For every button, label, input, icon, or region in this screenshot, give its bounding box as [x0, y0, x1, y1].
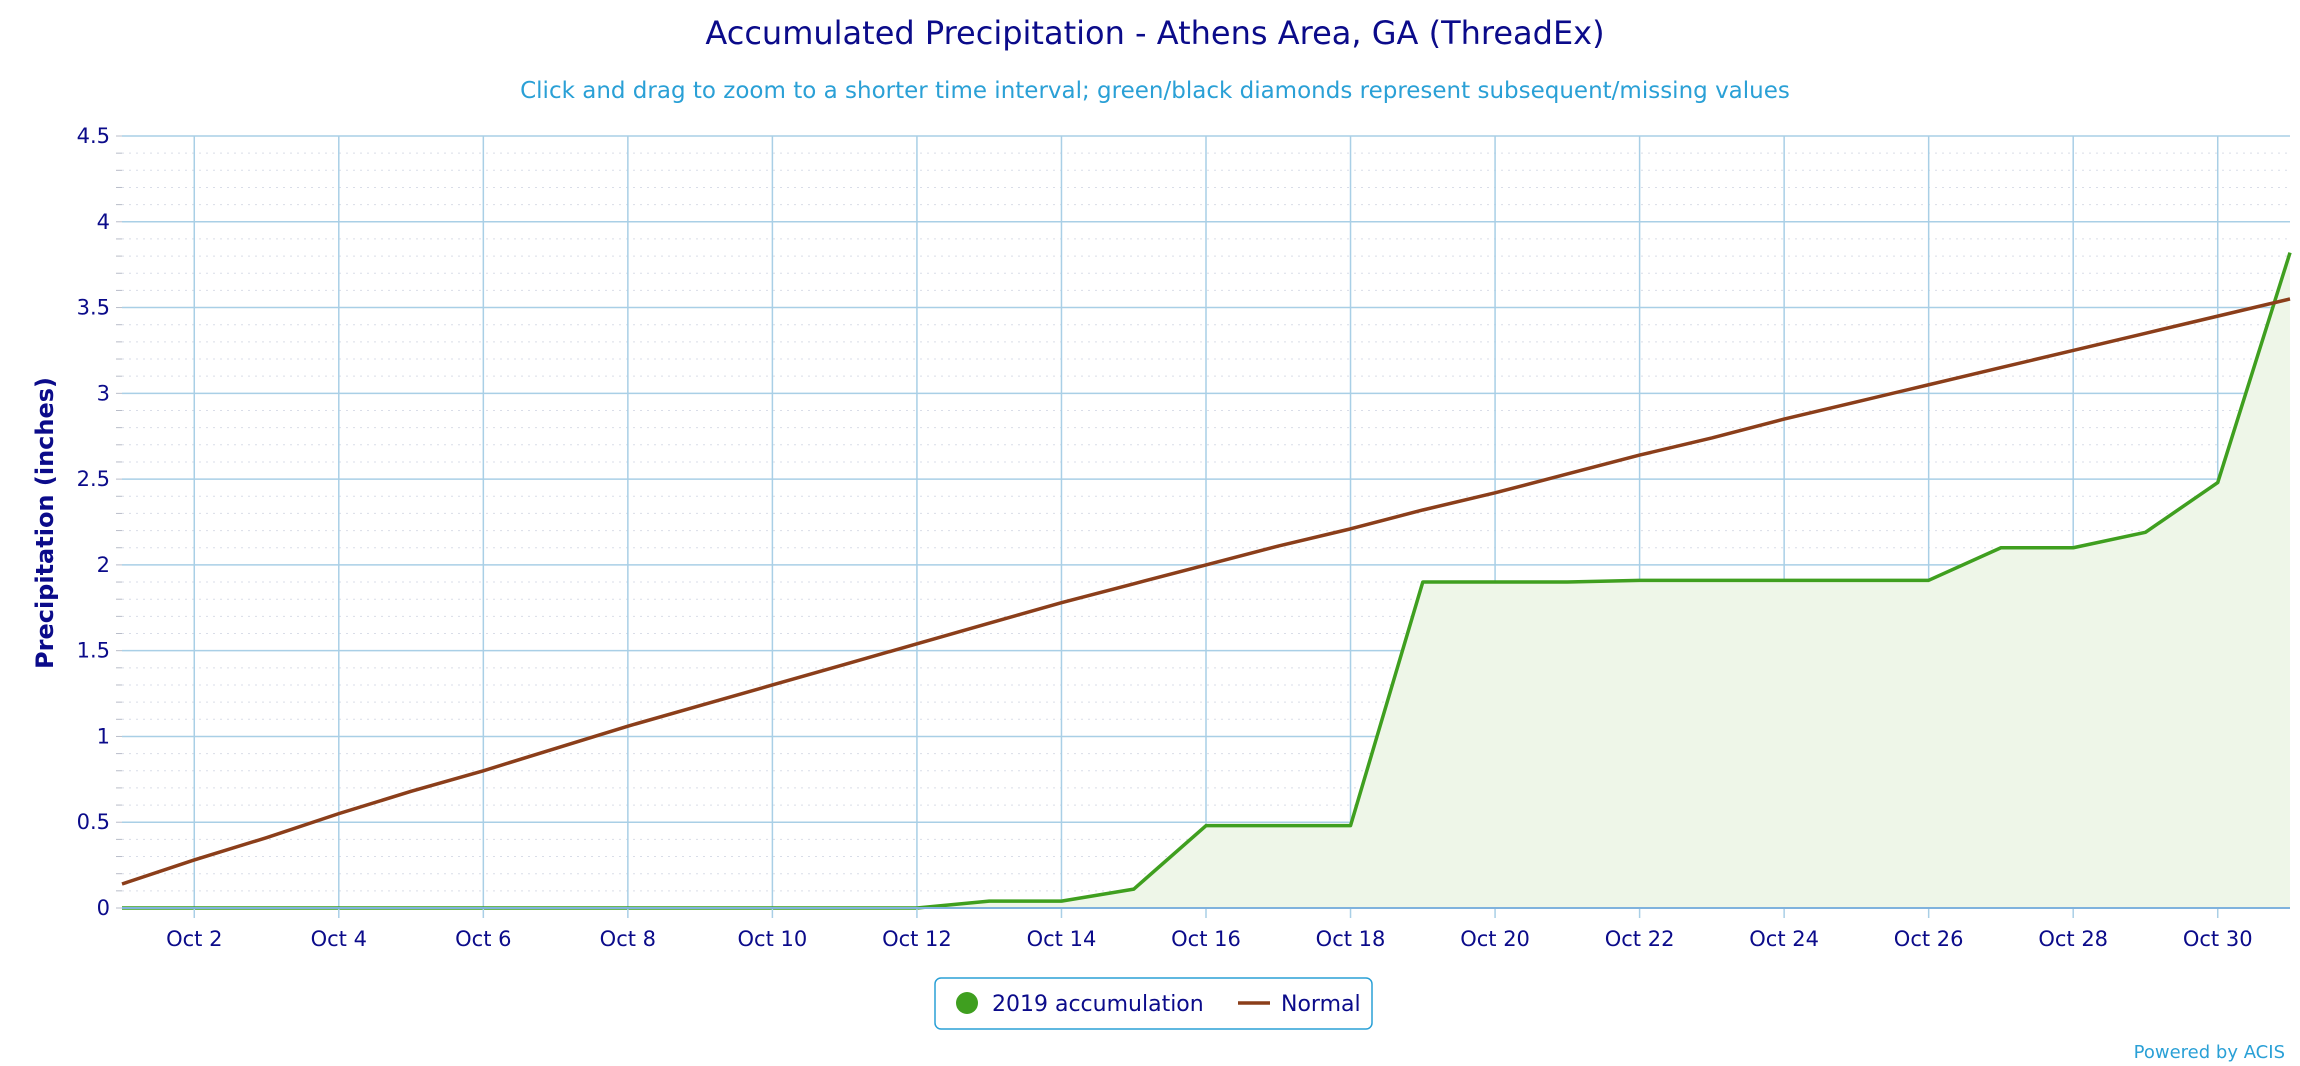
normal-point-4[interactable] [334, 809, 344, 819]
accumulation-point-14[interactable] [1056, 896, 1066, 906]
x-tick-label: Oct 10 [738, 927, 808, 951]
normal-point-10[interactable] [767, 680, 777, 690]
accumulation-point-23[interactable] [1707, 575, 1717, 585]
y-tick-label: 3 [97, 381, 110, 405]
normal-point-7[interactable] [551, 743, 561, 753]
y-tick-label: 2 [97, 553, 110, 577]
x-tick-label: Oct 18 [1316, 927, 1386, 951]
legend-accumulation-label: 2019 accumulation [992, 992, 1204, 1017]
accumulation-area [122, 252, 2290, 908]
normal-point-6[interactable] [478, 766, 488, 776]
normal-point-24[interactable] [1779, 414, 1789, 424]
accumulation-point-13[interactable] [984, 896, 994, 906]
legend-normal-label: Normal [1281, 992, 1361, 1017]
chart-subtitle: Click and drag to zoom to a shorter time… [520, 78, 1790, 104]
x-tick-label: Oct 16 [1171, 927, 1241, 951]
accumulation-point-19[interactable] [1418, 577, 1428, 587]
legend-accumulation-marker [956, 992, 978, 1014]
y-tick-label: 0.5 [77, 810, 110, 834]
accumulation-point-26[interactable] [1924, 575, 1934, 585]
x-tick-label: Oct 12 [882, 927, 952, 951]
normal-point-14[interactable] [1056, 598, 1066, 608]
normal-point-23[interactable] [1707, 433, 1717, 443]
accumulation-point-17[interactable] [1273, 821, 1283, 831]
chart-title: Accumulated Precipitation - Athens Area,… [705, 14, 1604, 52]
legend-box [934, 977, 1373, 1030]
normal-point-26[interactable] [1924, 380, 1934, 390]
x-tick-label: Oct 4 [311, 927, 367, 951]
x-tick-label: Oct 2 [166, 927, 222, 951]
normal-point-15[interactable] [1129, 579, 1139, 589]
normal-point-3[interactable] [262, 833, 272, 843]
normal-point-29[interactable] [2140, 328, 2150, 338]
y-tick-label: 2.5 [77, 467, 110, 491]
normal-point-9[interactable] [695, 701, 705, 711]
accumulation-point-29[interactable] [2140, 527, 2150, 537]
normal-point-30[interactable] [2213, 311, 2223, 321]
normal-point-27[interactable] [1996, 363, 2006, 373]
accumulation-point-22[interactable] [1635, 575, 1645, 585]
normal-point-28[interactable] [2068, 345, 2078, 355]
accumulation-point-16[interactable] [1201, 821, 1211, 831]
x-tick-label: Oct 24 [1749, 927, 1819, 951]
normal-line[interactable] [121, 297, 2291, 886]
normal-point-13[interactable] [984, 618, 994, 628]
axes: 0 0.5 1 1.5 2 2.5 3 3.5 4 4.5 Oct 2 Oct 4 Oct 6 Oct 8… [77, 124, 2290, 951]
x-tick-label: Oct 26 [1894, 927, 1964, 951]
accumulation-point-25[interactable] [1851, 575, 1861, 585]
accumulation-point-31[interactable] [2285, 248, 2295, 258]
x-tick-label: Oct 8 [600, 927, 656, 951]
y-axis-title: Precipitation (inches) [31, 377, 59, 669]
normal-point-25[interactable] [1851, 397, 1861, 407]
y-tick-label: 0 [97, 896, 110, 920]
accumulation-point-15[interactable] [1129, 884, 1139, 894]
y-tick-label: 4 [97, 210, 110, 234]
normal-point-2[interactable] [189, 855, 199, 865]
legend-item-normal[interactable]: Normal [1238, 992, 1361, 1017]
normal-point-22[interactable] [1635, 450, 1645, 460]
normal-point-1[interactable] [117, 879, 127, 889]
normal-point-16[interactable] [1201, 560, 1211, 570]
y-tick-label: 1 [97, 724, 110, 748]
normal-point-11[interactable] [840, 659, 850, 669]
x-tick-label: Oct 6 [455, 927, 511, 951]
normal-point-18[interactable] [1346, 524, 1356, 534]
x-tick-label: Oct 14 [1027, 927, 1097, 951]
credits[interactable]: Powered by ACIS [2134, 1042, 2285, 1063]
x-tick-label: Oct 22 [1605, 927, 1675, 951]
normal-point-31[interactable] [2285, 294, 2295, 304]
normal-point-20[interactable] [1490, 488, 1500, 498]
accumulation-point-21[interactable] [1562, 577, 1572, 587]
accumulation-point-28[interactable] [2068, 543, 2078, 553]
normal-point-19[interactable] [1418, 505, 1428, 515]
x-tick-label: Oct 20 [1460, 927, 1530, 951]
x-tick-label: Oct 30 [2183, 927, 2253, 951]
normal-point-8[interactable] [623, 721, 633, 731]
x-tick-label: Oct 28 [2038, 927, 2108, 951]
accumulation-point-30[interactable] [2213, 478, 2223, 488]
series-normal[interactable] [117, 294, 2295, 889]
normal-point-12[interactable] [912, 639, 922, 649]
accumulation-point-20[interactable] [1490, 577, 1500, 587]
accumulation-point-27[interactable] [1996, 543, 2006, 553]
normal-point-5[interactable] [406, 786, 416, 796]
accumulation-point-18[interactable] [1346, 821, 1356, 831]
y-tick-label: 4.5 [77, 124, 110, 148]
legend[interactable]: 2019 accumulation Normal [934, 977, 1373, 1030]
y-tick-label: 3.5 [77, 296, 110, 320]
legend-item-accumulation[interactable]: 2019 accumulation [956, 992, 1204, 1017]
accumulation-point-24[interactable] [1779, 575, 1789, 585]
normal-point-17[interactable] [1273, 541, 1283, 551]
normal-point-21[interactable] [1562, 469, 1572, 479]
y-tick-label: 1.5 [77, 639, 110, 663]
